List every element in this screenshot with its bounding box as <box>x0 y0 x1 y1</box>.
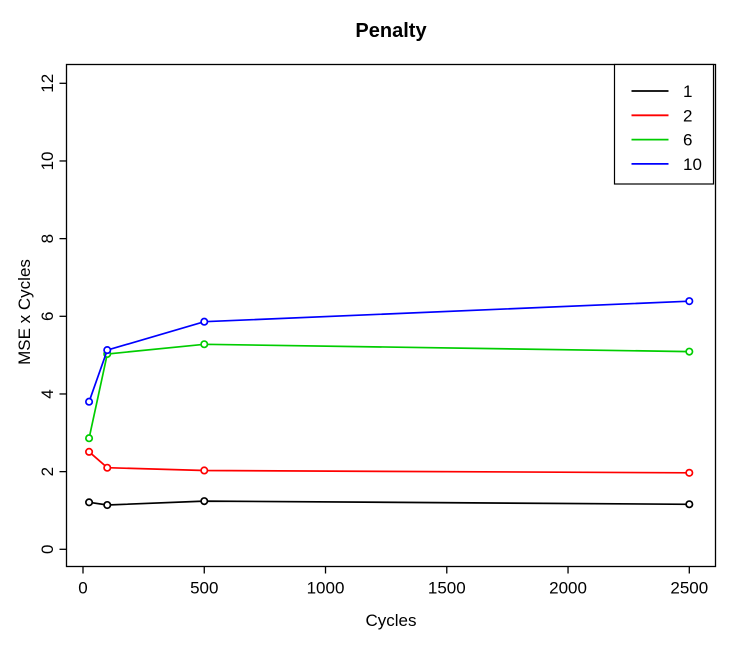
y-tick-label: 0 <box>38 545 57 554</box>
y-tick-label: 2 <box>38 467 57 476</box>
x-tick-label: 0 <box>78 579 87 598</box>
data-point-series-1 <box>200 497 209 506</box>
data-point-series-6 <box>685 347 694 356</box>
y-tick-label: 10 <box>38 152 57 171</box>
x-tick-label: 500 <box>190 579 218 598</box>
data-point-series-1 <box>103 500 112 510</box>
data-point-series-6 <box>85 434 94 443</box>
y-tick-label: 8 <box>38 234 57 243</box>
data-point-series-1 <box>85 498 94 507</box>
series-line-1 <box>88 500 690 506</box>
data-point-series-1 <box>685 500 694 509</box>
data-point-series-10 <box>103 346 112 355</box>
legend-label-2: 2 <box>683 106 692 125</box>
x-tick-label: 2500 <box>670 579 708 598</box>
y-tick-label: 6 <box>38 312 57 321</box>
chart-title: Penalty <box>355 20 427 42</box>
y-axis-label: MSE x Cycles <box>15 259 34 365</box>
series-line-6 <box>88 343 690 439</box>
data-point-series-2 <box>685 468 694 477</box>
data-point-series-10 <box>85 397 94 406</box>
y-tick-label: 12 <box>38 74 57 93</box>
x-tick-label: 2000 <box>549 579 587 598</box>
data-point-series-10 <box>200 317 209 326</box>
data-point-series-2 <box>200 466 209 475</box>
x-axis-label: Cycles <box>365 611 417 630</box>
legend-label-10: 10 <box>683 155 702 174</box>
y-tick-label: 4 <box>38 389 57 398</box>
data-point-series-10 <box>685 297 694 306</box>
data-point-series-2 <box>103 463 112 472</box>
data-point-series-2 <box>85 447 94 456</box>
series-line-10 <box>88 300 690 402</box>
legend-label-6: 6 <box>683 131 692 150</box>
series-line-2 <box>88 451 690 474</box>
x-tick-label: 1500 <box>428 579 466 598</box>
data-point-series-6 <box>200 340 209 349</box>
plot-box <box>65 63 717 568</box>
legend-label-1: 1 <box>683 82 692 101</box>
x-tick-label: 1000 <box>307 579 345 598</box>
